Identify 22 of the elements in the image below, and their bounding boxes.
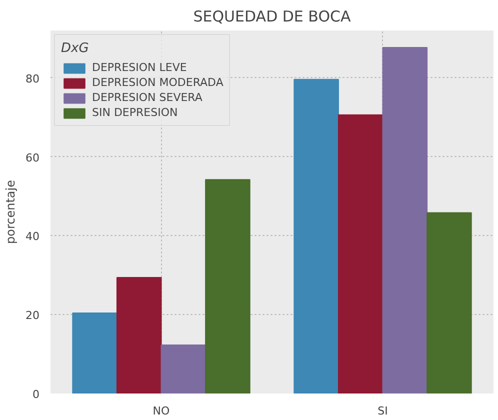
legend-title: DxG <box>61 41 90 56</box>
bar <box>382 46 428 394</box>
y-axis-title: porcentaje <box>4 180 18 244</box>
y-tick-label: 80 <box>26 72 40 86</box>
legend-label: SIN DEPRESION <box>92 106 178 119</box>
bar <box>338 114 384 394</box>
legend-label: DEPRESION SEVERA <box>92 91 202 104</box>
x-tick-label: SI <box>378 404 388 418</box>
bar <box>294 78 339 394</box>
chart-title: SEQUEDAD DE BOCA <box>193 8 352 26</box>
y-tick-label: 0 <box>32 388 40 401</box>
bar <box>426 212 472 394</box>
bar <box>116 277 162 394</box>
bar <box>72 312 118 394</box>
x-tick-label: NO <box>152 404 170 418</box>
bar <box>205 179 250 394</box>
y-tick-label: 20 <box>26 309 40 322</box>
y-tick-label: 40 <box>26 230 40 244</box>
bar <box>160 344 206 394</box>
y-tick-label: 60 <box>26 151 40 164</box>
legend-label: DEPRESION MODERADA <box>92 76 224 89</box>
legend-label: DEPRESION LEVE <box>92 61 187 74</box>
